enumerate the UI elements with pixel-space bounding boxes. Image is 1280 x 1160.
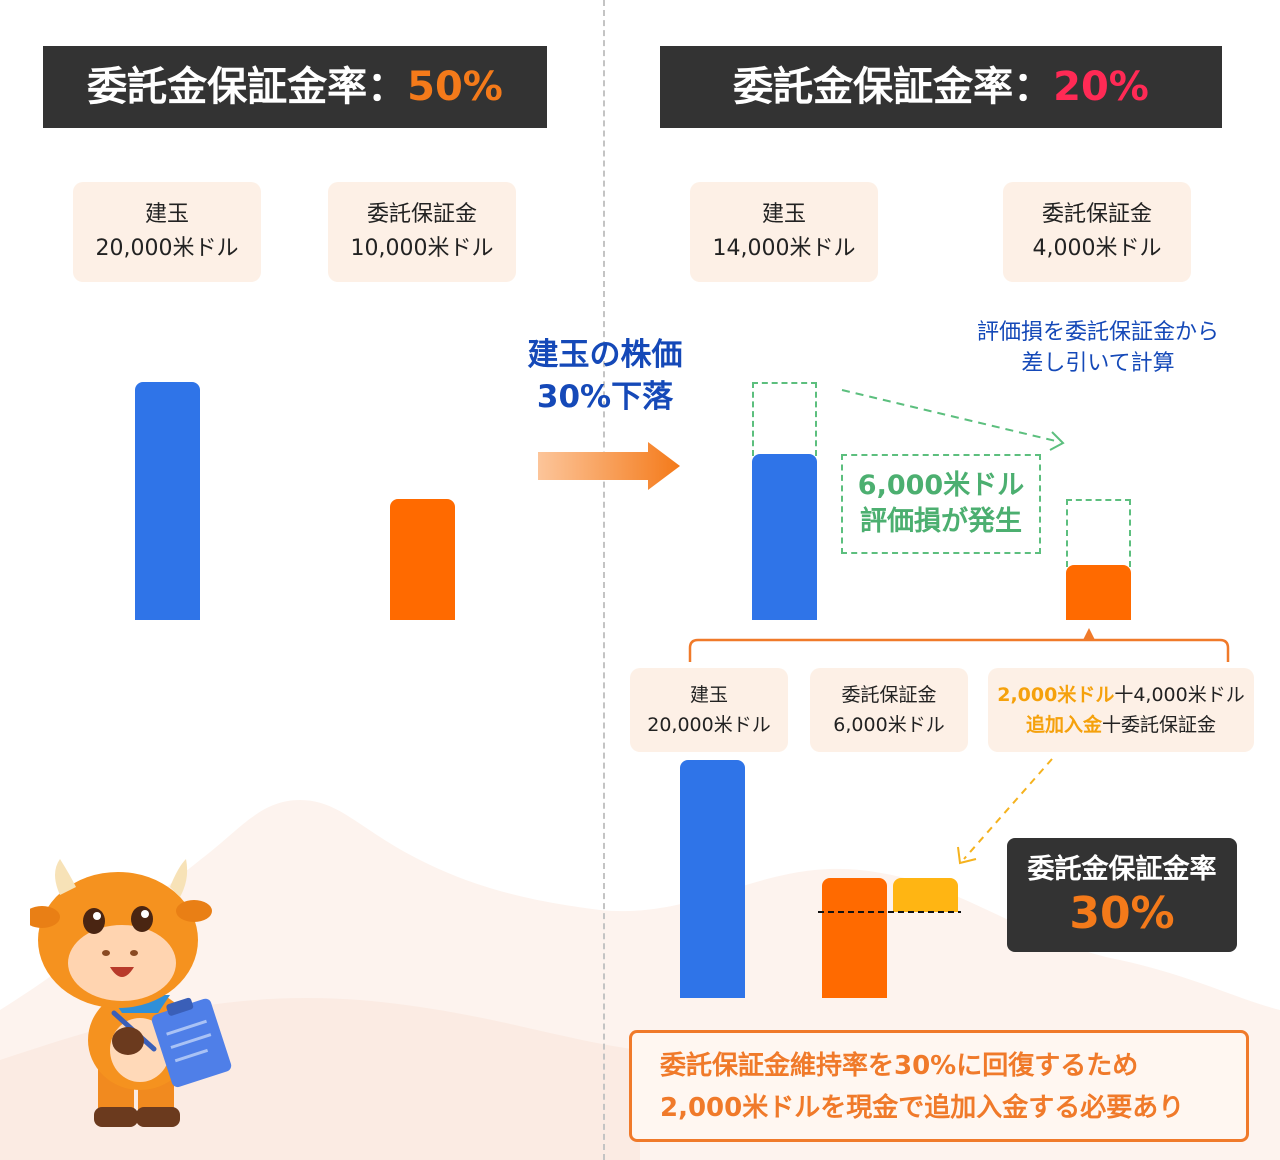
loss-note-line2: 差し引いて計算 <box>1021 351 1175 376</box>
card-label: 建玉 <box>144 202 189 227</box>
loss-amount-label: 6,000米ドル 評価損が発生 <box>843 468 1039 540</box>
left-title-bar: 委託金保証金率：50% <box>43 46 547 128</box>
loss-box <box>841 454 1041 554</box>
loss-note: 評価損を委託保証金から 差し引いて計算 <box>950 317 1246 379</box>
card-label: 委託保証金 <box>1041 202 1152 227</box>
rate-value: 30% <box>1069 888 1175 939</box>
sum-margin-label: 十委託保証金 <box>1102 714 1217 736</box>
left-title-prefix: 委託金保証金率： <box>87 64 408 110</box>
conclusion-banner: 委託保証金維持率を30%に回復するため 2,000米ドルを現金で追加入金する必要… <box>629 1030 1249 1142</box>
lower-card-sum: 2,000米ドル十4,000米ドル 追加入金十委託保証金 <box>988 668 1254 752</box>
left-card-position: 建玉 20,000米ドル <box>73 182 261 282</box>
loss-desc: 評価損が発生 <box>860 506 1022 537</box>
left-card-margin: 委託保証金 10,000米ドル <box>328 182 516 282</box>
lower-card-margin: 委託保証金 6,000米ドル <box>810 668 968 752</box>
right-arrow-icon <box>538 442 680 490</box>
drop-label-line1: 建玉の株価 <box>527 337 683 373</box>
card-label: 委託保証金 <box>366 202 477 227</box>
lost-position-ghost <box>752 382 817 456</box>
right-title-bar: 委託金保証金率：20% <box>660 46 1222 128</box>
rate-box: 委託金保証金率 30% <box>1007 838 1237 952</box>
card-value: 20,000米ドル <box>95 236 239 261</box>
lower-card-position: 建玉 20,000米ドル <box>630 668 788 752</box>
sum-margin-amount: 十4,000米ドル <box>1114 684 1245 706</box>
left-position-bar <box>135 382 200 620</box>
left-margin-bar <box>390 499 455 620</box>
sum-cash-label: 追加入金 <box>1025 714 1102 736</box>
restored-position-bar <box>680 760 745 998</box>
loss-note-line1: 評価損を委託保証金から <box>976 320 1219 345</box>
sum-line-1: 2,000米ドル十4,000米ドル <box>988 680 1254 710</box>
right-card-margin: 委託保証金 4,000米ドル <box>1003 182 1191 282</box>
card-value: 10,000米ドル <box>350 236 494 261</box>
card-label: 委託保証金 <box>841 684 937 706</box>
card-value: 20,000米ドル <box>647 714 771 736</box>
card-label: 建玉 <box>689 684 728 706</box>
left-title-value: 50% <box>407 64 503 110</box>
sum-cash-amount: 2,000米ドル <box>997 684 1115 706</box>
bracket-connector <box>688 628 1230 662</box>
drop-label-line2: 30%下落 <box>536 379 674 415</box>
right-card-position: 建玉 14,000米ドル <box>690 182 878 282</box>
card-value: 6,000米ドル <box>833 714 945 736</box>
card-value: 4,000米ドル <box>1032 236 1162 261</box>
right-position-bar <box>752 454 817 620</box>
lost-margin-ghost <box>1066 499 1131 567</box>
sum-line-2: 追加入金十委託保証金 <box>988 710 1254 740</box>
right-title-prefix: 委託金保証金率： <box>733 64 1054 110</box>
loss-arrow-icon <box>841 389 1065 451</box>
drop-label: 建玉の株価 30%下落 <box>505 334 705 418</box>
maintenance-line <box>818 911 961 913</box>
banner-line2: 2,000米ドルを現金で追加入金する必要あり <box>660 1093 1185 1123</box>
rate-label: 委託金保証金率 <box>1027 854 1217 885</box>
loss-amount: 6,000米ドル <box>857 470 1025 501</box>
right-title-value: 20% <box>1053 64 1149 110</box>
card-label: 建玉 <box>761 202 806 227</box>
cash-deposit-bar <box>893 878 958 912</box>
banner-line1: 委託保証金維持率を30%に回復するため <box>660 1051 1139 1081</box>
card-value: 14,000米ドル <box>712 236 856 261</box>
restored-margin-bar <box>822 878 887 998</box>
right-margin-bar <box>1066 565 1131 620</box>
deposit-arrow-icon <box>957 758 1053 865</box>
center-divider <box>603 0 605 1160</box>
bull-mascot-icon <box>30 859 232 1127</box>
